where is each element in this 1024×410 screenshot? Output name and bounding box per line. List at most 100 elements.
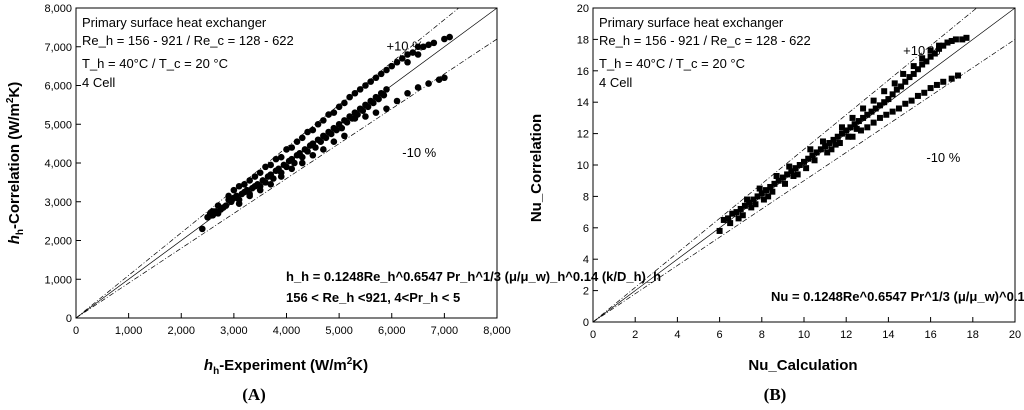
panel-a-data-point <box>309 126 317 134</box>
panel-a-x-tick-label: 6,000 <box>378 325 406 337</box>
panel-a-y-tick-label: 1,000 <box>44 274 72 286</box>
panel-b-data-point <box>794 171 801 178</box>
panel-a-data-point <box>256 169 264 176</box>
panel-b-data-point <box>955 72 962 79</box>
panel-b-data-point <box>716 227 723 234</box>
panel-b-data-point <box>849 133 856 140</box>
panel-a-data-point <box>356 86 364 93</box>
panel-b-x-tick-label: 10 <box>798 329 810 341</box>
panel-a-y-tick-label: 4,000 <box>44 158 72 170</box>
panel-b-data-point <box>744 196 751 203</box>
panel-b-data-point <box>741 202 748 209</box>
panel-a-data-point <box>293 138 301 145</box>
panel-b-data-point <box>847 124 854 131</box>
panel-a-x-tick-label: 4,000 <box>273 325 301 337</box>
panel-b-data-point <box>843 127 850 134</box>
panel-b-data-point <box>758 190 765 197</box>
panel-a-data-point <box>222 202 230 209</box>
panel-a-data-point <box>404 89 411 97</box>
panel-b-x-tick-label: 8 <box>759 329 765 341</box>
panel-b-data-point <box>870 97 877 104</box>
panel-a-data-point <box>372 109 380 116</box>
panel-b-data-point <box>824 149 831 156</box>
panel-b-data-point <box>963 34 970 41</box>
panel-a-data-point <box>414 43 422 51</box>
panel-a-data-point <box>377 70 385 78</box>
panel-b-data-point <box>767 183 774 190</box>
panel-b-data-point <box>769 188 776 195</box>
panel-a-data-point <box>372 74 380 82</box>
panel-a-x-tick-label: 5,000 <box>325 325 353 337</box>
panel-a-data-point <box>314 120 322 128</box>
panel-b-data-point <box>836 140 843 147</box>
panel-b-data-point <box>813 149 820 156</box>
panel-b-data-point <box>801 158 807 165</box>
panel-a-data-point <box>199 225 206 233</box>
panel-a-data-point <box>414 84 422 91</box>
panel-b-data-point <box>775 177 782 184</box>
panel-a-data-point <box>272 155 280 163</box>
panel-b-data-point <box>919 61 926 68</box>
panel-a-x-tick-label: 0 <box>73 325 79 337</box>
panel-b-y-tick-label: 8 <box>583 191 589 203</box>
panel-b-data-point <box>876 102 883 109</box>
panel-b-data-point <box>735 215 742 222</box>
panel-b-data-point <box>773 172 780 179</box>
panel-b-data-point <box>763 187 770 194</box>
panel-b-annotation-cell: 4 Cell <box>599 75 632 90</box>
panel-b-data-point <box>826 140 833 147</box>
panel-b-data-point <box>834 133 841 140</box>
panel-b-data-point <box>936 45 943 52</box>
panel-a-data-point <box>225 192 232 200</box>
panel-a-data-point <box>404 51 411 58</box>
panel-b-data-point <box>828 146 835 153</box>
panel-b-x-tick-label: 16 <box>924 329 936 341</box>
panel-b-data-point <box>771 180 778 187</box>
panel-a-data-point <box>304 148 311 155</box>
panel-b-data-point <box>750 196 757 203</box>
panel-a-data-point <box>435 76 443 83</box>
panel-b-annotation-re-line: Re_h = 156 - 921 / Re_c = 128 - 622 <box>599 33 811 48</box>
panel-a-data-point <box>320 146 327 153</box>
panel-b-x-tick-label: 2 <box>632 329 638 341</box>
panel-b-data-point <box>748 204 755 211</box>
panel-a-x-tick-label: 2,000 <box>167 325 195 337</box>
panel-a-data-point <box>320 117 327 124</box>
panel-a-data-point <box>277 173 285 180</box>
panel-b-data-point <box>756 185 763 192</box>
panel-b-data-point <box>737 205 744 212</box>
panel-b-y-tick-label: 10 <box>577 160 589 172</box>
panel-a-data-point <box>267 181 275 188</box>
panel-b-y-tick-label: 12 <box>577 129 589 141</box>
panel-a-data-point <box>359 107 367 114</box>
panel-b-x-tick-label: 14 <box>882 329 894 341</box>
panel-b-data-point <box>908 97 915 104</box>
panel-a-plus-band-line <box>75 7 459 319</box>
panel-a-annotation-re-line: Re_h = 156 - 921 / Re_c = 128 - 622 <box>82 33 294 48</box>
panel-a-data-point <box>370 99 377 107</box>
panel-a-data-point <box>398 55 406 62</box>
panel-b-data-point <box>910 70 917 77</box>
panel-b-data-point <box>906 74 913 81</box>
panel-b-y-tick-label: 14 <box>577 97 589 109</box>
panel-b-data-point <box>855 118 862 125</box>
panel-b-y-tick-label: 16 <box>577 66 589 78</box>
panel-a-data-point <box>256 186 264 194</box>
panel-b-data-point <box>822 143 829 150</box>
panel-b-data-point <box>948 37 955 44</box>
panel-a-data-point <box>283 146 290 153</box>
panel-b-data-point <box>921 89 928 96</box>
panel-a-data-point <box>383 66 390 74</box>
panel-a-data-point <box>327 130 335 138</box>
panel-b-data-point <box>754 193 761 200</box>
panel-b-data-point <box>832 141 839 148</box>
panel-a-data-point <box>291 159 298 167</box>
panel-a-minus-10-label: -10 % <box>402 145 436 160</box>
panel-b-data-point <box>851 121 858 128</box>
panel-b-label: (B) <box>764 385 787 404</box>
panel-a-data-point <box>209 208 217 215</box>
panel-a-range-note: 156 < Re_h <921, 4<Pr_h < 5 <box>286 290 460 305</box>
panel-b-y-tick-label: 0 <box>583 317 589 329</box>
panel-a-data-point <box>375 95 382 103</box>
panel-b-ticks: 0 2 4 6 8 10 12 14 16 18 20 0 2 4 6 8 10 12 14 16 18 20 <box>577 3 1021 341</box>
